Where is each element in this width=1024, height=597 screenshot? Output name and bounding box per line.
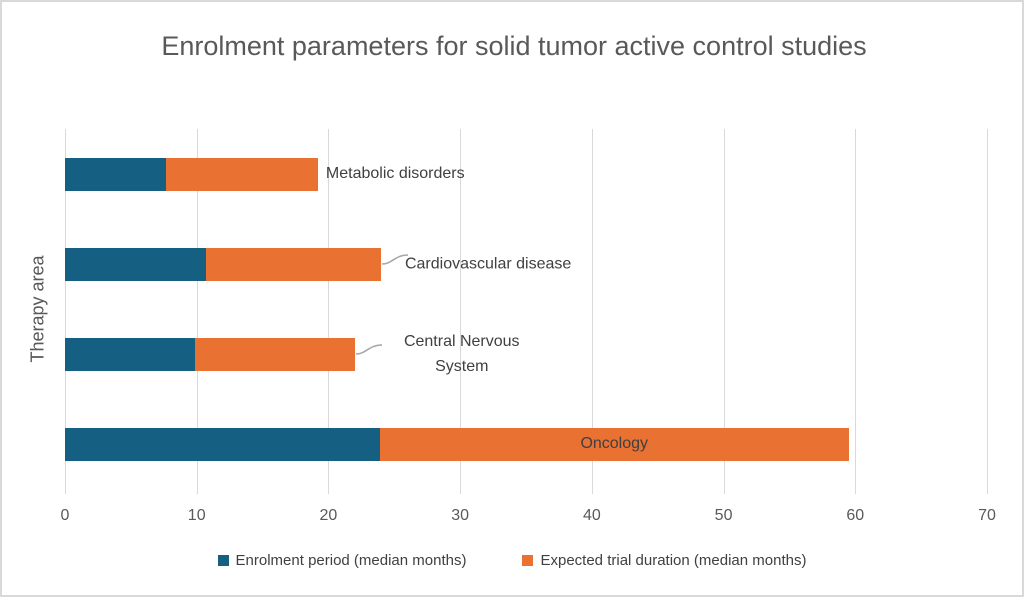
legend-item: Enrolment period (median months) — [217, 552, 467, 569]
bar-segment — [195, 337, 355, 371]
bar-segment — [65, 157, 167, 191]
category-label: Cardiovascular disease — [404, 255, 572, 273]
bar-segment — [65, 247, 206, 281]
x-axis-tick-label: 40 — [582, 507, 601, 524]
plot-area: 0 10 20 30 40 50 60 70 Metabolic disorders Cardio… — [61, 129, 996, 524]
gridline — [987, 129, 988, 494]
x-axis-tick-label: 20 — [319, 507, 338, 524]
legend-swatch — [217, 555, 229, 566]
x-axis-tick-label: 70 — [978, 507, 996, 524]
chart-title: Enrolment parameters for solid tumor act… — [161, 31, 867, 61]
x-axis-tick-label: 50 — [714, 507, 733, 524]
bar-segment — [166, 157, 318, 191]
bar-segment — [65, 337, 196, 371]
legend-swatch — [522, 555, 534, 566]
legend-label: Enrolment period (median months) — [235, 552, 467, 569]
label-leader-line — [355, 344, 382, 355]
legend-item: Expected trial duration (median months) — [522, 552, 806, 569]
x-axis-tick-label: 60 — [846, 507, 865, 524]
bar-segment — [205, 247, 382, 281]
x-axis-tick-label: 0 — [60, 507, 70, 524]
legend-label: Expected trial duration (median months) — [540, 552, 807, 569]
category-label: Central Nervous System — [403, 333, 520, 375]
x-axis-tick-label: 30 — [451, 507, 470, 524]
y-axis-label: Therapy area — [27, 255, 48, 363]
gridline — [723, 129, 725, 494]
gridline — [855, 129, 857, 494]
bar-segment — [379, 427, 849, 461]
gridline — [65, 129, 66, 494]
bar-segment — [65, 427, 380, 461]
legend: Enrolment period (median months) Expected… — [2, 552, 1022, 569]
category-label: Oncology — [580, 435, 649, 452]
gridline — [196, 129, 198, 494]
category-label: Metabolic disorders — [325, 165, 465, 182]
label-leader-line — [382, 254, 409, 265]
gridline — [328, 129, 330, 494]
gridline — [460, 129, 462, 494]
x-axis-tick-label: 10 — [187, 507, 206, 524]
gridline — [591, 129, 593, 494]
